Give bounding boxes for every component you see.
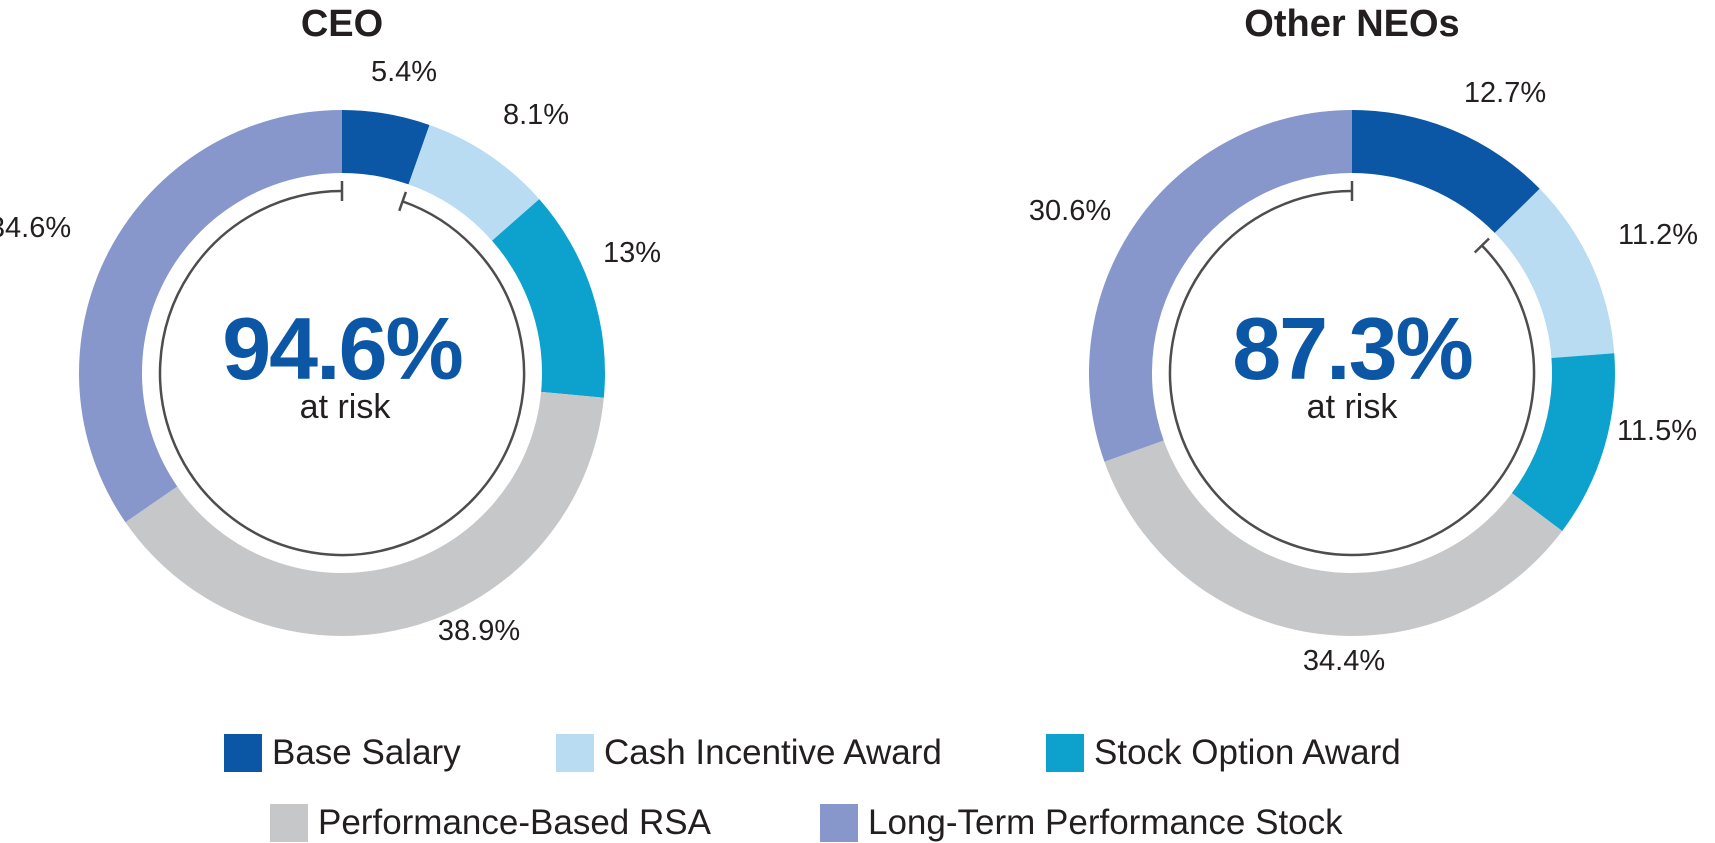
other-neos-chart-title: Other NEOs [1244, 3, 1459, 45]
legend-label: Cash Incentive Award [604, 733, 942, 772]
ceo-at-risk-bracket [158, 189, 526, 557]
slice-label-long-term-performance-stock: 34.6% [0, 212, 71, 244]
other-neos-at-risk-bracket [1168, 189, 1536, 557]
legend-swatch [1046, 734, 1084, 772]
ceo-chart-title: CEO [301, 3, 383, 45]
slice-long-term-performance-stock [1089, 110, 1352, 462]
ceo-at-risk-label: at risk [300, 388, 392, 426]
slice-label-cash-incentive-award: 8.1% [503, 99, 569, 131]
slice-label-performance-based-rsa: 38.9% [438, 615, 520, 647]
legend-item-base-salary: Base Salary [224, 733, 461, 772]
legend-item-long-term-performance-stock: Long-Term Performance Stock [820, 803, 1343, 842]
other-neos-slices [1089, 110, 1616, 637]
other-neos-at-risk-value: 87.3% [1232, 299, 1472, 398]
ceo-at-risk-bracket-start [398, 191, 408, 212]
legend-item-cash-incentive-award: Cash Incentive Award [556, 733, 942, 772]
slice-label-stock-option-award: 11.5% [1617, 415, 1697, 447]
slice-long-term-performance-stock [79, 110, 343, 523]
slice-base-salary [1352, 110, 1540, 233]
legend-label: Stock Option Award [1094, 733, 1401, 772]
slice-performance-based-rsa [1104, 440, 1563, 637]
legend-item-performance-based-rsa: Performance-Based RSA [270, 803, 712, 842]
legend: Base Salary Cash Incentive Award Stock O… [224, 733, 1401, 842]
slice-label-performance-based-rsa: 34.4% [1303, 645, 1385, 677]
other-neos-donut-chart: Other NEOs 12.7% 11.2% 11.5% 34.4% 30.6% 87.… [1029, 3, 1698, 677]
slice-cash-incentive-award [1494, 188, 1615, 358]
ceo-slice-labels: 5.4% 8.1% 13% 38.9% 34.6% [0, 56, 661, 647]
legend-label: Long-Term Performance Stock [868, 803, 1343, 842]
slice-stock-option-award [492, 199, 605, 398]
ceo-slices [79, 110, 605, 636]
slice-base-salary [342, 110, 430, 185]
slice-label-base-salary: 12.7% [1464, 77, 1546, 109]
other-neos-at-risk-bracket-start [1473, 237, 1490, 254]
slice-label-cash-incentive-award: 11.2% [1618, 219, 1698, 251]
slice-label-base-salary: 5.4% [371, 56, 437, 88]
slice-performance-based-rsa [125, 391, 604, 636]
legend-label: Base Salary [272, 733, 461, 772]
legend-swatch [270, 804, 308, 842]
legend-swatch [820, 804, 858, 842]
slice-cash-incentive-award [408, 124, 540, 241]
other-neos-slice-labels: 12.7% 11.2% 11.5% 34.4% 30.6% [1029, 77, 1698, 677]
ceo-at-risk-value: 94.6% [222, 299, 462, 398]
legend-label: Performance-Based RSA [318, 803, 712, 842]
legend-item-stock-option-award: Stock Option Award [1046, 733, 1401, 772]
legend-swatch [556, 734, 594, 772]
slice-label-stock-option-award: 13% [603, 237, 661, 269]
slice-stock-option-award [1511, 353, 1616, 532]
other-neos-at-risk-label: at risk [1307, 388, 1399, 426]
legend-swatch [224, 734, 262, 772]
slice-label-long-term-performance-stock: 30.6% [1029, 195, 1111, 227]
ceo-donut-chart: CEO 5.4% 8.1% 13% 38.9% 34.6% 94.6% at risk [0, 3, 661, 647]
